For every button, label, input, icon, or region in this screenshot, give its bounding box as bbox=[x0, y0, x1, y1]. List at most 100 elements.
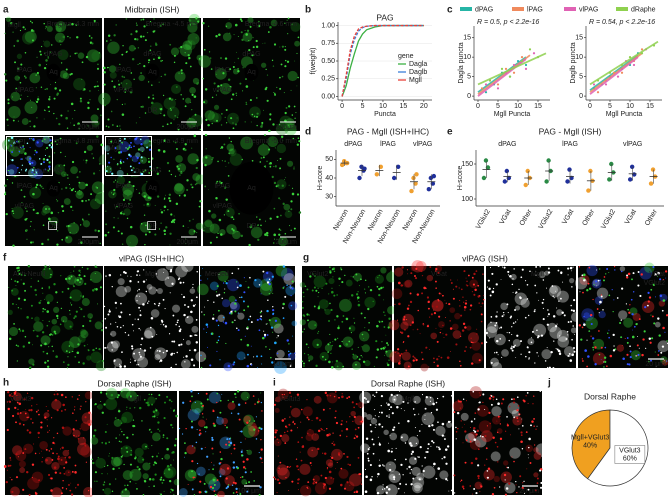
puncta bbox=[217, 160, 219, 163]
puncta bbox=[85, 461, 87, 463]
puncta bbox=[491, 493, 495, 496]
puncta bbox=[168, 333, 171, 335]
puncta bbox=[183, 456, 185, 458]
cell-blob bbox=[51, 461, 60, 471]
puncta bbox=[260, 427, 263, 430]
puncta bbox=[185, 238, 187, 240]
puncta bbox=[477, 295, 480, 298]
puncta bbox=[280, 135, 284, 139]
puncta bbox=[645, 347, 647, 349]
channel-label: VGlut3 bbox=[10, 396, 32, 403]
puncta bbox=[338, 277, 341, 280]
cell-blob bbox=[222, 32, 232, 42]
puncta bbox=[163, 114, 166, 117]
puncta bbox=[96, 480, 98, 482]
puncta bbox=[198, 490, 202, 494]
puncta bbox=[213, 483, 216, 486]
puncta bbox=[237, 412, 240, 415]
puncta bbox=[419, 333, 421, 335]
puncta bbox=[465, 346, 467, 348]
puncta bbox=[42, 456, 44, 458]
puncta bbox=[224, 288, 226, 290]
region-label: lPAG bbox=[16, 183, 32, 190]
puncta bbox=[286, 60, 290, 63]
puncta bbox=[71, 160, 75, 164]
puncta bbox=[163, 139, 166, 142]
puncta bbox=[101, 473, 103, 475]
cell-blob bbox=[108, 65, 117, 73]
puncta bbox=[240, 454, 244, 457]
cell-blob bbox=[411, 466, 421, 476]
puncta bbox=[73, 409, 76, 411]
puncta bbox=[295, 458, 298, 460]
puncta bbox=[59, 137, 62, 140]
legend-label: lPAG bbox=[527, 6, 543, 13]
channel-label: Anti-NeuN bbox=[13, 271, 45, 278]
puncta bbox=[499, 416, 501, 417]
puncta bbox=[372, 394, 374, 396]
puncta bbox=[586, 365, 588, 368]
puncta bbox=[170, 366, 173, 369]
fit-line bbox=[589, 56, 639, 95]
puncta bbox=[475, 457, 478, 460]
puncta bbox=[43, 52, 46, 55]
puncta bbox=[218, 180, 221, 183]
puncta bbox=[92, 157, 95, 159]
puncta bbox=[466, 439, 468, 442]
puncta bbox=[324, 358, 327, 361]
puncta bbox=[27, 96, 29, 98]
micrograph bbox=[200, 266, 295, 368]
puncta bbox=[230, 98, 233, 101]
cell-blob bbox=[547, 322, 557, 333]
point bbox=[485, 165, 491, 170]
puncta bbox=[28, 493, 31, 496]
puncta bbox=[278, 467, 280, 469]
puncta bbox=[42, 292, 44, 294]
cell-blob bbox=[64, 235, 73, 244]
puncta bbox=[502, 266, 503, 268]
puncta bbox=[333, 478, 335, 480]
puncta bbox=[592, 349, 595, 351]
puncta bbox=[352, 276, 354, 278]
cell-blob bbox=[138, 74, 145, 82]
puncta bbox=[514, 308, 517, 312]
puncta bbox=[4, 184, 7, 187]
cell-blob bbox=[69, 289, 83, 302]
cell-blob bbox=[44, 456, 53, 465]
puncta bbox=[518, 288, 520, 291]
puncta bbox=[177, 128, 180, 131]
cell-blob bbox=[4, 137, 16, 148]
puncta bbox=[533, 417, 535, 420]
cell-blob bbox=[204, 219, 213, 228]
puncta bbox=[274, 319, 278, 322]
point bbox=[607, 177, 612, 182]
x-tick-label: 5 bbox=[608, 103, 612, 110]
puncta bbox=[605, 273, 607, 275]
puncta bbox=[266, 99, 269, 102]
puncta bbox=[57, 457, 60, 461]
puncta bbox=[207, 278, 209, 280]
puncta bbox=[138, 460, 139, 462]
chart-title: PAG - Mgll (ISH+IHC) bbox=[347, 126, 429, 136]
puncta bbox=[233, 68, 235, 71]
puncta bbox=[237, 231, 239, 233]
puncta bbox=[525, 355, 527, 358]
puncta bbox=[39, 184, 41, 186]
puncta bbox=[229, 85, 232, 88]
puncta bbox=[485, 331, 489, 335]
puncta bbox=[474, 430, 477, 433]
puncta bbox=[666, 340, 668, 342]
puncta bbox=[160, 493, 163, 496]
puncta bbox=[641, 353, 644, 357]
puncta bbox=[413, 413, 416, 416]
puncta bbox=[130, 146, 133, 149]
cell-blob bbox=[639, 266, 653, 280]
puncta bbox=[307, 432, 309, 434]
point bbox=[588, 168, 593, 174]
puncta bbox=[210, 68, 213, 70]
puncta bbox=[583, 322, 585, 324]
puncta bbox=[48, 473, 51, 476]
puncta bbox=[34, 452, 37, 455]
puncta bbox=[125, 82, 128, 85]
puncta bbox=[119, 125, 121, 127]
